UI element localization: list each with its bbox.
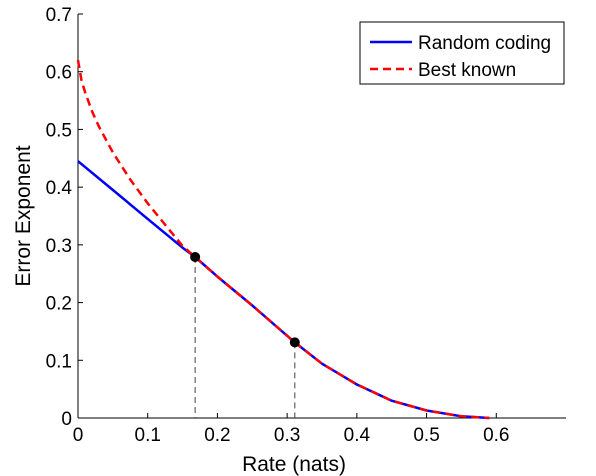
x-axis-label: Rate (nats): [242, 453, 346, 476]
plot-area: 0 0.1 0.2 0.3 0.4 0.5 0.6 0 0.1 0.2 0.3 0.4 0.5 0.6 0.…: [12, 5, 566, 476]
y-tick-label: 0: [61, 409, 72, 430]
legend-entry: Random coding: [418, 33, 551, 54]
x-tick-label: 0.3: [274, 425, 300, 446]
x-tick-label: 0.4: [344, 425, 371, 446]
y-tick-label: 0.3: [46, 236, 72, 257]
data-point-marker: [190, 251, 201, 262]
series-line-best-known: [76, 59, 490, 420]
x-tick-label: 0.1: [135, 425, 161, 446]
x-tick-label: 0: [73, 425, 84, 446]
x-tick-label: 0.5: [413, 425, 439, 446]
legend-entry: Best known: [418, 60, 516, 81]
series-line-random-coding: [77, 160, 490, 420]
y-axis-label: Error Exponent: [12, 145, 35, 286]
x-tick-label: 0.6: [483, 425, 509, 446]
y-tick-label: 0.7: [46, 5, 72, 26]
x-tick-label: 0.2: [204, 425, 230, 446]
data-point-marker: [289, 337, 300, 348]
y-tick-label: 0.2: [46, 294, 72, 315]
y-tick-label: 0.4: [46, 178, 73, 199]
y-tick-label: 0.6: [46, 63, 72, 84]
legend: Random coding Best known: [359, 21, 565, 85]
y-tick-label: 0.5: [46, 120, 72, 141]
y-tick-label: 0.1: [46, 351, 72, 372]
legend-box: [359, 21, 565, 85]
